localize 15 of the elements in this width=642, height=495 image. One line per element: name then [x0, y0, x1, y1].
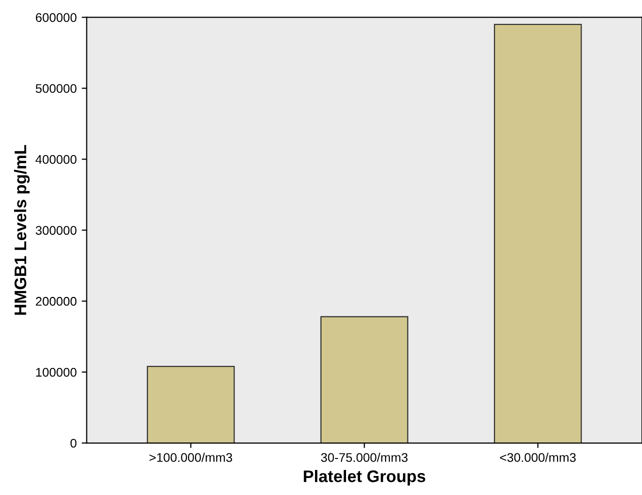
y-tick-label: 100000 — [36, 368, 76, 377]
y-tick-label: 500000 — [36, 84, 76, 93]
y-tick-label: 0 — [70, 438, 76, 448]
x-axis-title: Platelet Groups — [304, 470, 426, 486]
y-tick-label: 400000 — [36, 155, 76, 164]
x-tick-label: 30-75.000/mm3 — [321, 452, 408, 462]
y-tick-label: 200000 — [36, 296, 76, 306]
bar — [146, 366, 235, 444]
x-tick-label: >100.000/mm3 — [150, 452, 232, 462]
bar — [494, 24, 582, 444]
x-tick-label: <30.000/mm3 — [500, 452, 576, 462]
y-axis-title: HMGB1 Levels pg/mL — [14, 145, 30, 315]
y-tick-label: 600000 — [36, 13, 76, 22]
y-tick-label: 300000 — [36, 226, 76, 235]
bar — [320, 316, 408, 444]
